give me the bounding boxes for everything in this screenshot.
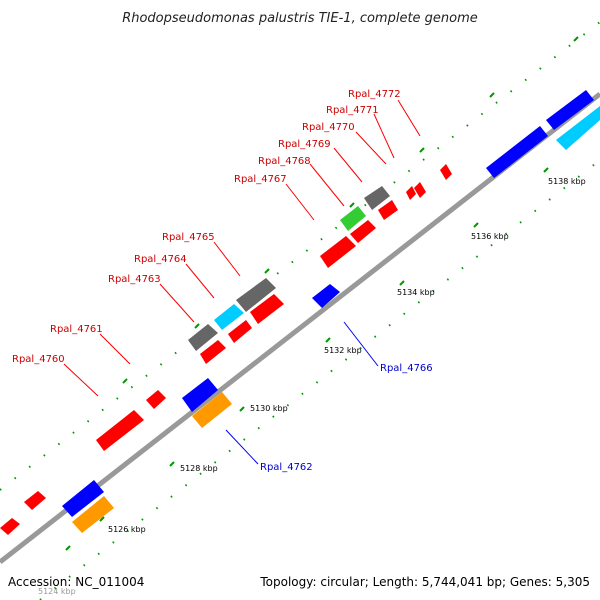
major-tick xyxy=(399,280,405,286)
leader-lines xyxy=(63,99,421,465)
tick-label-5134: 5134 kbp xyxy=(397,288,435,297)
gene-rpal-4766 xyxy=(312,284,340,308)
major-tick xyxy=(122,378,128,384)
gene-orange xyxy=(72,496,114,533)
tick-label-5138: 5138 kbp xyxy=(548,177,586,186)
major-tick xyxy=(169,461,175,467)
leader-rpal-4760 xyxy=(63,363,99,397)
major-tick xyxy=(419,147,425,153)
gene-orange xyxy=(192,392,232,428)
gene-rpal-4764 xyxy=(214,304,244,330)
gene-rpal-4762 xyxy=(182,378,218,412)
tick-label-5136: 5136 kbp xyxy=(471,232,509,241)
gene-blue xyxy=(546,90,594,130)
gene-red xyxy=(24,491,46,510)
leader-rpal-4763 xyxy=(159,283,195,323)
gene-red xyxy=(350,220,376,243)
label-rpal-4766: Rpal_4766 xyxy=(380,363,433,374)
major-tick xyxy=(264,268,270,274)
major-tick xyxy=(194,323,200,329)
major-tick xyxy=(349,202,355,208)
leader-rpal-4768 xyxy=(309,163,345,207)
leader-rpal-4770 xyxy=(355,131,387,165)
major-tick xyxy=(489,92,495,98)
major-tick xyxy=(65,545,71,551)
major-tick xyxy=(473,222,479,228)
major-tick xyxy=(325,337,331,343)
label-rpal-4761: Rpal_4761 xyxy=(50,324,103,335)
leader-rpal-4771 xyxy=(373,113,395,159)
gene-rpal-4771 xyxy=(414,182,426,198)
gene-rpal-4768 xyxy=(340,206,366,231)
leader-rpal-4761 xyxy=(99,333,131,365)
label-rpal-4763: Rpal_4763 xyxy=(108,274,161,285)
label-rpal-4764: Rpal_4764 xyxy=(134,254,187,265)
gene-red xyxy=(250,294,284,324)
gene-red xyxy=(228,320,252,343)
leader-rpal-4772 xyxy=(397,99,421,137)
topology-text: Topology: circular; Length: 5,744,041 bp… xyxy=(259,575,590,589)
gene-rpal-4761 xyxy=(146,390,166,409)
gene-rpal-4770 xyxy=(406,186,416,200)
gene-blue xyxy=(62,480,104,517)
gene-cyan xyxy=(556,106,600,150)
gene-rpal-4765 xyxy=(236,278,276,312)
major-ticks xyxy=(65,36,579,551)
label-rpal-4772: Rpal_4772 xyxy=(348,89,401,100)
gene-rpal-4767 xyxy=(320,236,356,268)
label-rpal-4771: Rpal_4771 xyxy=(326,105,379,116)
label-rpal-4768: Rpal_4768 xyxy=(258,156,311,167)
label-rpal-4770: Rpal_4770 xyxy=(302,122,355,133)
leader-rpal-4765 xyxy=(213,241,241,277)
tick-line-inner xyxy=(39,159,600,600)
gene-rpal-4760 xyxy=(96,410,144,451)
leader-rpal-4769 xyxy=(333,147,363,183)
gene-red xyxy=(378,200,398,220)
gene-rpal-4769 xyxy=(364,186,390,210)
gene-blue xyxy=(486,126,548,178)
tick-label-5124: 5124 kbp xyxy=(38,587,76,596)
gene-rpal-4772 xyxy=(440,164,452,180)
major-tick xyxy=(573,36,579,42)
accession-text: Accession: NC_011004 xyxy=(8,575,144,589)
tick-label-5128: 5128 kbp xyxy=(180,464,218,473)
label-rpal-4765: Rpal_4765 xyxy=(162,232,215,243)
gene-red xyxy=(0,518,20,535)
gene-labels: Rpal_4760 Rpal_4761 Rpal_4763 Rpal_4764 … xyxy=(12,89,433,473)
label-rpal-4769: Rpal_4769 xyxy=(278,139,331,150)
label-rpal-4762: Rpal_4762 xyxy=(260,462,313,473)
leader-rpal-4767 xyxy=(285,183,315,221)
tick-label-5132: 5132 kbp xyxy=(324,346,362,355)
tick-label-5126: 5126 kbp xyxy=(108,525,146,534)
tick-line-outer xyxy=(0,21,600,491)
gene-rpal-4763-gray xyxy=(188,324,218,351)
map-title: Rhodopseudomonas palustris TIE-1, comple… xyxy=(122,11,478,26)
major-tick xyxy=(239,406,245,412)
major-tick xyxy=(543,167,549,173)
genes-reverse xyxy=(62,90,600,533)
label-rpal-4767: Rpal_4767 xyxy=(234,174,287,185)
leader-rpal-4766 xyxy=(343,321,379,367)
leader-rpal-4764 xyxy=(185,263,215,299)
tick-label-5130: 5130 kbp xyxy=(250,404,288,413)
genes-forward xyxy=(0,164,452,535)
gene-rpal-4763 xyxy=(200,340,226,364)
label-rpal-4760: Rpal_4760 xyxy=(12,354,65,365)
leader-rpal-4762 xyxy=(225,429,259,465)
major-tick xyxy=(99,516,105,522)
